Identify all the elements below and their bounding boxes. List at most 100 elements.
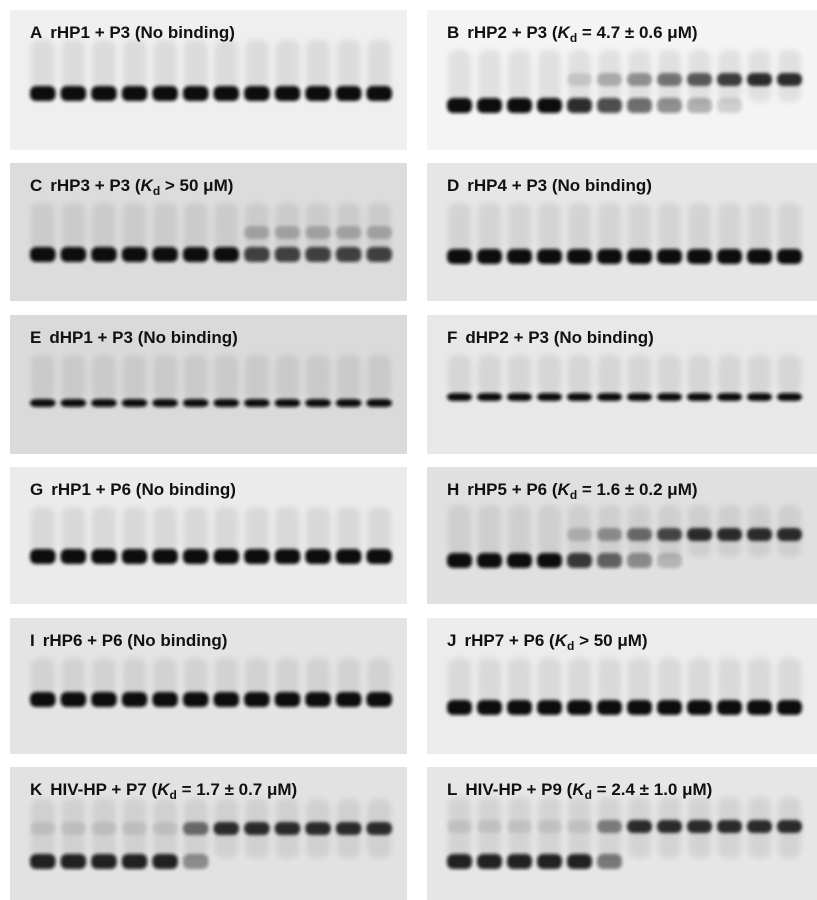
shifted-band — [627, 528, 652, 541]
shifted-band — [183, 822, 209, 835]
band — [537, 553, 562, 568]
band — [687, 700, 712, 715]
band — [447, 393, 472, 401]
band — [275, 86, 301, 101]
panel-letter: G — [30, 480, 43, 499]
panel-text: rHP6 + P6 (No binding) — [43, 631, 228, 650]
shifted-band — [366, 822, 392, 835]
band — [687, 98, 712, 113]
shifted-band — [777, 528, 802, 541]
well-smear — [92, 203, 116, 251]
panel-text: rHP7 + P6 ( — [464, 631, 555, 650]
band — [537, 854, 562, 869]
band — [214, 692, 240, 707]
well-smear — [508, 203, 531, 253]
band — [507, 553, 532, 568]
band — [477, 393, 502, 401]
shifted-band — [30, 822, 56, 835]
page: ArHP1 + P3 (No binding)BrHP2 + P3 (Kd = … — [0, 0, 817, 900]
band — [61, 86, 87, 101]
band — [507, 854, 532, 869]
band — [30, 247, 56, 262]
band — [336, 549, 362, 564]
well-smear — [215, 203, 239, 251]
kd-value: = 4.7 ± 0.6 μM) — [577, 23, 697, 42]
panel-text: rHP4 + P3 (No binding) — [467, 176, 652, 195]
panel-text: HIV-HP + P9 ( — [465, 780, 572, 799]
well-smear — [153, 203, 177, 251]
well-smear — [31, 658, 55, 696]
well-smear — [92, 40, 116, 90]
well-smear — [245, 355, 269, 399]
well-smear — [478, 658, 501, 704]
band — [507, 393, 532, 401]
band — [183, 692, 209, 707]
panel-letter: K — [30, 780, 43, 799]
band — [366, 692, 392, 707]
well-smear — [184, 203, 208, 251]
well-smear — [478, 203, 501, 253]
kd-value: > 50 μM) — [574, 631, 647, 650]
well-smear — [123, 203, 147, 251]
band — [627, 700, 652, 715]
band — [336, 399, 362, 407]
well-smear — [215, 658, 239, 696]
band — [747, 393, 772, 401]
band — [122, 247, 148, 262]
band — [567, 249, 592, 264]
panel-title: CrHP3 + P3 (Kd > 50 μM) — [30, 176, 233, 198]
panel-text: rHP5 + P6 ( — [467, 480, 558, 499]
well-smear — [92, 507, 116, 553]
well-smear — [92, 658, 116, 696]
well-smear — [123, 40, 147, 90]
well-smear — [367, 40, 391, 90]
well-smear — [718, 658, 741, 704]
shifted-band — [717, 73, 742, 86]
well-smear — [508, 355, 531, 393]
band — [657, 700, 682, 715]
band — [597, 700, 622, 715]
well-smear — [367, 507, 391, 553]
well-smear — [276, 355, 300, 399]
band — [61, 247, 87, 262]
well-smear — [215, 507, 239, 553]
well-smear — [184, 507, 208, 553]
band — [275, 399, 301, 407]
band — [777, 700, 802, 715]
kd-subscript: d — [570, 488, 577, 502]
band — [244, 86, 270, 101]
well-smear — [62, 658, 86, 696]
band — [122, 854, 148, 869]
band — [747, 700, 772, 715]
band — [91, 247, 117, 262]
band — [152, 399, 178, 407]
well-smear — [123, 355, 147, 399]
shifted-band — [567, 73, 592, 86]
band — [657, 393, 682, 401]
well-smear — [448, 505, 471, 557]
well-smear — [245, 658, 269, 696]
well-smear — [478, 50, 501, 102]
band — [244, 549, 270, 564]
band — [627, 249, 652, 264]
shifted-band — [777, 820, 802, 833]
kd-value: > 50 μM) — [160, 176, 233, 195]
band — [477, 553, 502, 568]
shifted-band — [244, 822, 270, 835]
band — [152, 247, 178, 262]
well-smear — [508, 658, 531, 704]
band — [507, 700, 532, 715]
well-smear — [62, 355, 86, 399]
well-smear — [245, 40, 269, 90]
well-smear — [184, 40, 208, 90]
well-smear — [153, 355, 177, 399]
shifted-band — [91, 822, 117, 835]
band — [477, 854, 502, 869]
well-smear — [337, 40, 361, 90]
well-smear — [748, 658, 771, 704]
band — [152, 692, 178, 707]
